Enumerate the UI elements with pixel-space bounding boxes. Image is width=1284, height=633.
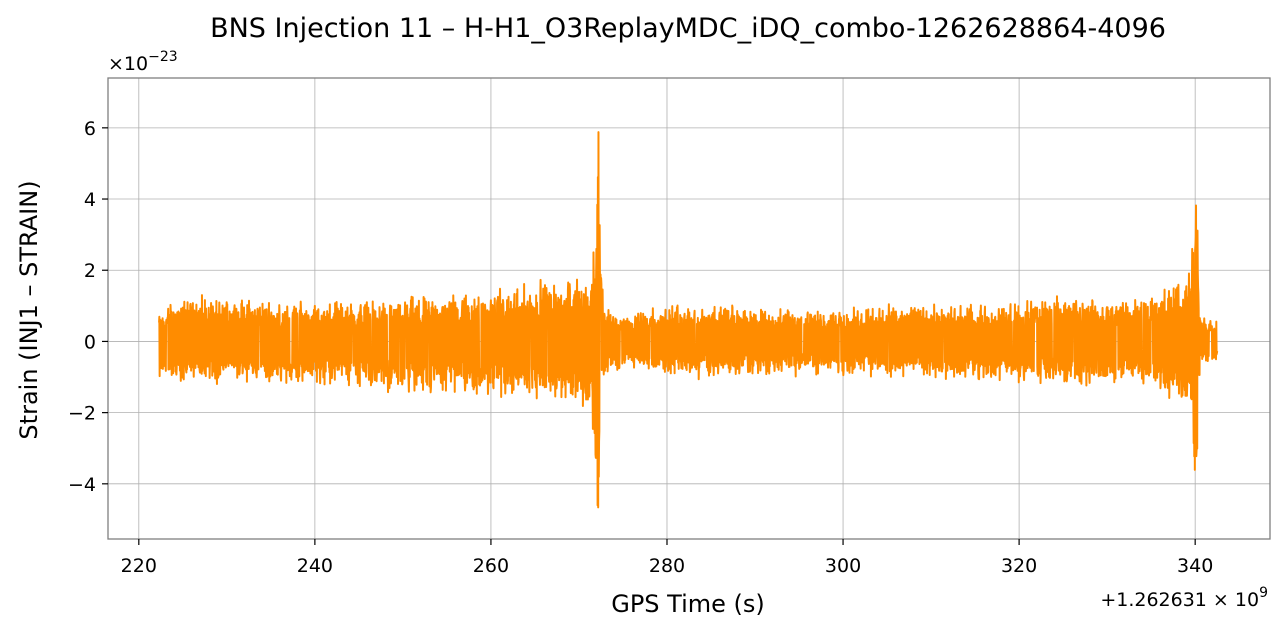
y-axis-ticks: −4 −2 0 2 4 6 xyxy=(68,118,108,496)
y-axis-label: Strain (INJ1 – STRAIN) xyxy=(15,180,43,439)
x-offset-times: × 10 xyxy=(1207,589,1259,611)
x-tick-label: 220 xyxy=(121,555,157,577)
y-tick-label: −4 xyxy=(68,474,96,496)
series-strain xyxy=(158,131,1219,509)
x-offset-value: +1.262631 xyxy=(1100,589,1207,611)
x-tick-label: 340 xyxy=(1177,555,1213,577)
x-offset-label: +1.262631 × 109 xyxy=(1100,585,1268,611)
x-tick-label: 240 xyxy=(297,555,333,577)
y-tick-label: −2 xyxy=(68,403,96,425)
y-scale-label: ×10−23 xyxy=(108,49,178,75)
strain-trace xyxy=(158,131,1219,509)
y-tick-label: 6 xyxy=(84,118,96,140)
x-tick-label: 300 xyxy=(825,555,861,577)
y-tick-label: 4 xyxy=(84,189,96,211)
y-tick-label: 2 xyxy=(84,260,96,282)
y-scale-exponent: −23 xyxy=(148,49,178,65)
y-tick-label: 0 xyxy=(84,331,96,353)
chart-title: BNS Injection 11 – H-H1_O3ReplayMDC_iDQ_… xyxy=(210,13,1166,44)
y-scale-base: ×10 xyxy=(108,53,148,75)
x-tick-label: 260 xyxy=(473,555,509,577)
x-tick-label: 280 xyxy=(649,555,685,577)
x-axis-ticks: 220 240 260 280 300 320 340 xyxy=(121,539,1213,577)
x-offset-exponent: 9 xyxy=(1259,585,1268,601)
x-axis-label: GPS Time (s) xyxy=(611,590,765,618)
plot-frame xyxy=(107,77,1271,540)
x-tick-label: 320 xyxy=(1001,555,1037,577)
